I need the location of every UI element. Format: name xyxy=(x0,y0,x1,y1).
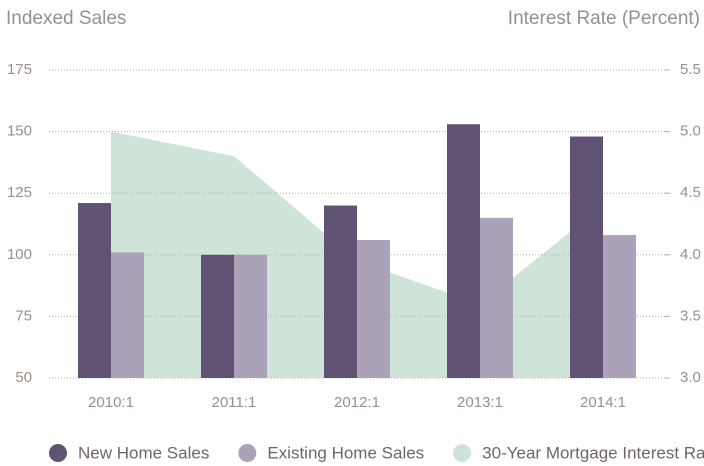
bar xyxy=(480,217,513,378)
legend-label: Existing Home Sales xyxy=(267,443,424,462)
y2-tick-label: 3.0 xyxy=(680,369,701,386)
bar xyxy=(78,203,111,378)
y-tick-label: 150 xyxy=(7,123,32,140)
x-tick-label: 2012:1 xyxy=(334,394,380,411)
y2-axis-label: Interest Rate (Percent) xyxy=(508,8,700,29)
y2-tick-label: 4.5 xyxy=(680,184,701,201)
bar xyxy=(603,235,636,378)
y-tick-label: 175 xyxy=(7,61,32,78)
bar xyxy=(570,136,603,378)
y-axis-label: Indexed Sales xyxy=(6,8,126,29)
legend-swatch xyxy=(238,444,257,462)
x-tick-label: 2010:1 xyxy=(88,394,134,411)
y2-tick-label: 4.0 xyxy=(680,246,701,263)
legend-swatch xyxy=(49,444,67,462)
bar xyxy=(324,205,357,378)
y-tick-label: 50 xyxy=(15,369,32,386)
x-tick-label: 2014:1 xyxy=(580,394,626,411)
y2-tick-label: 5.0 xyxy=(680,123,701,140)
bar xyxy=(447,124,480,378)
legend-label: 30-Year Mortgage Interest Rate xyxy=(482,443,704,462)
bar xyxy=(357,240,390,378)
bar xyxy=(111,252,144,378)
x-tick-label: 2013:1 xyxy=(457,394,503,411)
y-tick-label: 125 xyxy=(7,184,32,201)
bar xyxy=(201,254,234,378)
x-tick-label: 2011:1 xyxy=(212,394,257,411)
legend-label: New Home Sales xyxy=(78,443,209,462)
y-tick-label: 75 xyxy=(15,307,32,324)
y-tick-label: 100 xyxy=(7,246,32,263)
bar xyxy=(234,254,267,378)
y2-tick-label: 5.5 xyxy=(680,61,701,78)
y2-tick-label: 3.5 xyxy=(680,307,701,324)
legend-swatch xyxy=(453,444,472,462)
